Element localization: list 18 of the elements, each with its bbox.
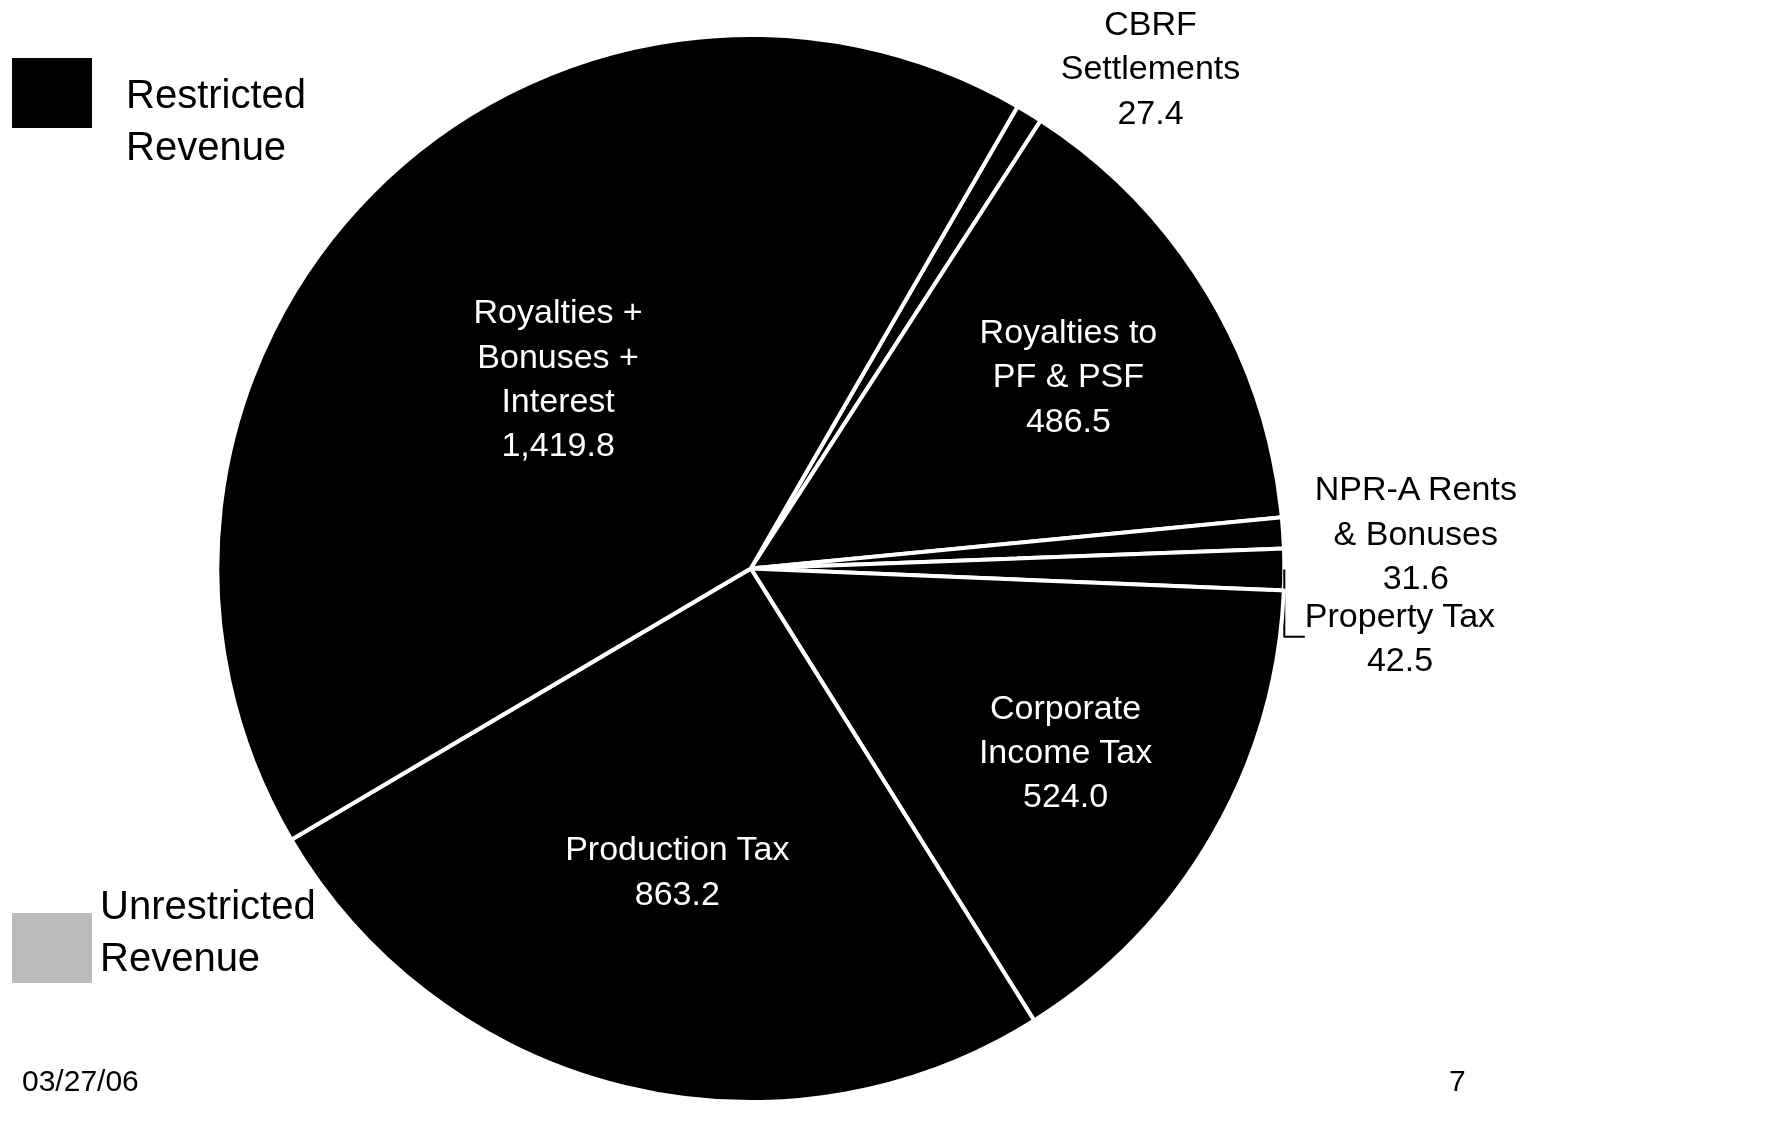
slice-label: CBRF Settlements xyxy=(1060,4,1241,87)
data-label: 863.2 xyxy=(634,873,720,912)
slice-label: Production Tax xyxy=(565,829,790,868)
slice-label: NPR-A Rents & Bonuses xyxy=(1314,469,1517,552)
data-label: 524.0 xyxy=(1022,776,1109,815)
text: Unrestricted Revenue xyxy=(100,883,316,979)
slice-label: Property Tax xyxy=(1304,595,1496,634)
slice-label: Corporate Income Tax xyxy=(978,687,1153,771)
slice-label: Royalties + Bonuses + Interest xyxy=(473,292,643,419)
text: Restricted Revenue xyxy=(126,72,307,168)
data-label: 1,419.8 xyxy=(501,424,615,463)
text: 03/27/06 xyxy=(22,1064,139,1097)
data-label: 31.6 xyxy=(1382,557,1449,596)
data-label: 42.5 xyxy=(1366,639,1434,678)
data-label: 486.5 xyxy=(1025,400,1111,439)
data-label: 27.4 xyxy=(1117,92,1184,131)
text: 7 xyxy=(1449,1064,1466,1097)
slice-label: Royalties to PF & PSF xyxy=(979,312,1158,395)
